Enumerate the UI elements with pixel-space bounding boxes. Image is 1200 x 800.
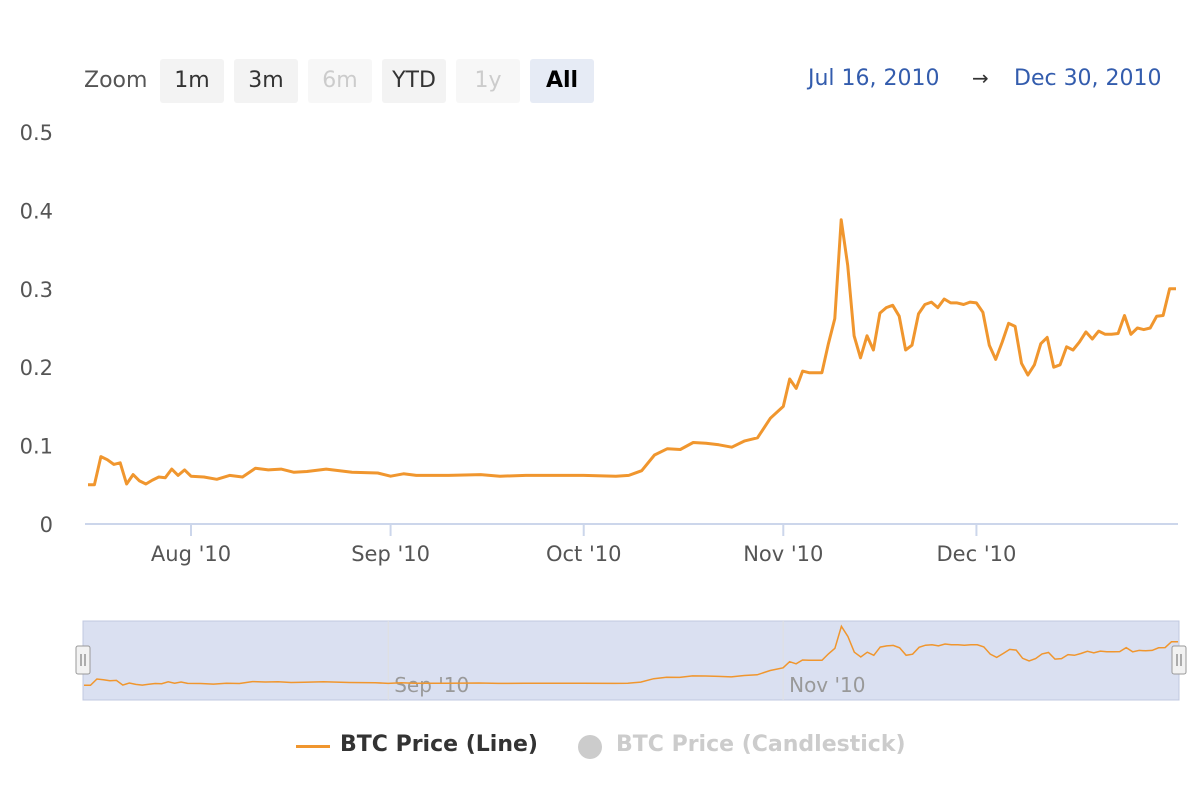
legend-label-line: BTC Price (Line) [340,732,538,757]
zoom-label: Zoom [84,68,148,93]
zoom-1m-button[interactable]: 1m [160,59,224,103]
navigator[interactable]: Sep '10 Nov '10 [75,620,1187,701]
y-tick-label: 0.5 [20,121,53,145]
navigator-tick-label: Sep '10 [394,673,469,697]
legend-line-symbol [296,745,330,748]
legend-candlestick-symbol [578,735,602,759]
navigator-right-handle[interactable] [1171,645,1187,675]
range-from-date[interactable]: Jul 16, 2010 [808,66,940,91]
navigator-line [84,624,1178,687]
zoom-3m-button[interactable]: 3m [234,59,298,103]
navigator-tick-label: Nov '10 [789,673,865,697]
y-tick-label: 0.4 [20,199,53,223]
navigator-selection [82,620,1180,701]
zoom-1y-button[interactable]: 1y [456,59,520,103]
y-tick-label: 0.1 [20,435,53,459]
x-tick-label: Aug '10 [151,542,231,566]
zoom-ytd-button[interactable]: YTD [382,59,446,103]
navigator-left-handle[interactable] [75,645,91,675]
legend-label-candlestick: BTC Price (Candlestick) [616,732,906,757]
y-tick-label: 0 [40,513,53,537]
x-tick-label: Oct '10 [546,542,621,566]
x-axis: Aug '10 Sep '10 Oct '10 Nov '10 Dec '10 [151,524,1016,566]
zoom-all-button[interactable]: All [530,59,594,103]
x-tick-label: Nov '10 [743,542,823,566]
range-to-date[interactable]: Dec 30, 2010 [1014,66,1162,91]
y-tick-label: 0.2 [20,356,53,380]
navigator-grid: Sep '10 Nov '10 [387,621,865,700]
x-tick-label: Dec '10 [937,542,1017,566]
btc-price-line [88,218,1176,487]
y-axis: 0 0.1 0.2 0.3 0.4 0.5 [20,121,53,537]
range-arrow: → [972,66,989,90]
x-tick-label: Sep '10 [351,542,430,566]
y-tick-label: 0.3 [20,278,53,302]
zoom-6m-button[interactable]: 6m [308,59,372,103]
